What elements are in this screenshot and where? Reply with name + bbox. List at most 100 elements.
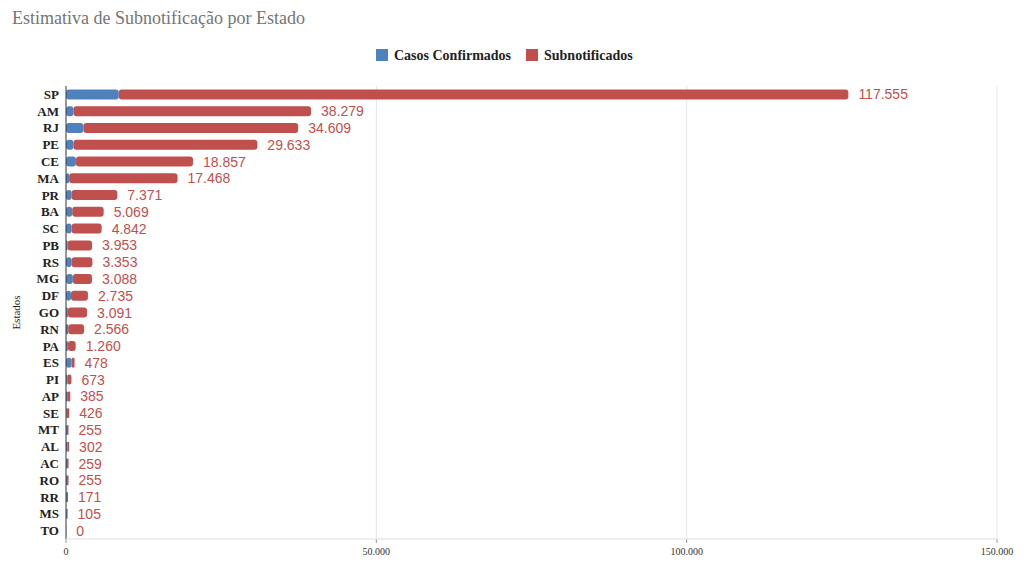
chart: Estimativa de Subnotificação por Estado C… [0, 0, 1024, 565]
tick-label: 50.000 [363, 546, 391, 557]
tick-mark [376, 539, 377, 543]
data-label: 0 [76, 523, 84, 539]
bar [72, 190, 118, 200]
grid-line [997, 86, 998, 539]
legend-label: Subnotificados [544, 48, 633, 63]
legend-label: Casos Confirmados [394, 48, 512, 63]
data-label: 2.566 [94, 321, 129, 337]
category-label: DF [42, 288, 59, 303]
category-label: MA [37, 171, 59, 186]
title: Estimativa de Subnotificação por Estado [12, 8, 305, 28]
bar [73, 274, 92, 284]
data-label: 117.555 [858, 86, 908, 102]
bar [67, 475, 69, 485]
bar [66, 224, 72, 234]
bar [66, 291, 71, 301]
tick-mark [686, 539, 687, 543]
bar [66, 207, 72, 217]
category-label: SP [44, 87, 59, 102]
category-label: AL [41, 439, 59, 454]
category-label: GO [39, 305, 59, 320]
bar [67, 459, 69, 469]
data-label: 29.633 [267, 137, 310, 153]
category-label: CE [41, 154, 59, 169]
bar [76, 157, 193, 167]
tick-label: 100.000 [670, 546, 703, 557]
data-label: 673 [81, 372, 105, 388]
bar [68, 341, 76, 351]
category-label: MS [40, 506, 60, 521]
category-label: PB [42, 238, 59, 253]
category-label: AC [40, 456, 59, 471]
bar [67, 442, 69, 452]
axis-title: Estados [10, 295, 22, 329]
category-label: RS [42, 255, 59, 270]
data-label: 302 [79, 439, 103, 455]
category-label: RO [40, 473, 60, 488]
bar [67, 375, 71, 385]
grid-line [686, 86, 687, 539]
legend-swatch [526, 49, 538, 61]
bar [68, 324, 84, 334]
bar [67, 492, 68, 502]
category-label: PA [43, 339, 60, 354]
bar [66, 257, 72, 267]
legend-swatch [376, 49, 388, 61]
data-label: 7.371 [127, 187, 162, 203]
bar [66, 106, 73, 116]
tick-mark [997, 539, 998, 543]
data-label: 3.953 [102, 237, 137, 253]
data-label: 478 [85, 355, 109, 371]
data-label: 3.353 [102, 254, 137, 270]
data-label: 2.735 [98, 288, 133, 304]
bar [73, 140, 257, 150]
tick-mark [66, 539, 67, 543]
data-label: 1.260 [86, 338, 121, 354]
data-label: 3.088 [102, 271, 137, 287]
bar [66, 89, 119, 99]
bar [73, 106, 311, 116]
tick-label: 150.000 [981, 546, 1014, 557]
data-labels: 117.555 38.27934.60929.633 18.85717.468 7.3… [76, 86, 908, 538]
category-label: ES [43, 355, 59, 370]
grid-line [376, 86, 377, 539]
legend: Casos Confirmados Subnotificados [376, 48, 633, 63]
bar [67, 408, 70, 418]
category-label: SC [42, 221, 59, 236]
bar [66, 190, 72, 200]
bar [67, 425, 69, 435]
bar [66, 123, 83, 133]
bar [72, 207, 103, 217]
category-label: BA [41, 204, 60, 219]
data-label: 18.857 [203, 154, 246, 170]
bar [72, 224, 102, 234]
bar [68, 308, 87, 318]
data-label: 426 [79, 405, 103, 421]
data-label: 5.069 [114, 204, 149, 220]
category-label: SE [43, 406, 59, 421]
data-label: 3.091 [97, 305, 132, 321]
category-label: MT [38, 422, 59, 437]
data-label: 385 [80, 388, 104, 404]
data-label: 255 [79, 472, 103, 488]
category-label: PI [46, 372, 59, 387]
category-label: MG [37, 271, 59, 286]
bar [66, 157, 76, 167]
category-label: PR [42, 188, 60, 203]
data-label: 105 [78, 506, 102, 522]
data-label: 38.279 [321, 103, 364, 119]
bar [119, 89, 849, 99]
category-label: AP [42, 389, 59, 404]
data-label: 255 [79, 422, 103, 438]
bar [71, 291, 88, 301]
data-label: 34.609 [308, 120, 351, 136]
category-label: RN [40, 322, 59, 337]
bar [72, 257, 93, 267]
data-label: 259 [79, 456, 103, 472]
tick-label: 0 [64, 546, 69, 557]
bar [66, 358, 72, 368]
data-label: 17.468 [188, 170, 231, 186]
bar [68, 391, 70, 401]
category-label: RR [40, 490, 59, 505]
category-label: AM [37, 104, 59, 119]
